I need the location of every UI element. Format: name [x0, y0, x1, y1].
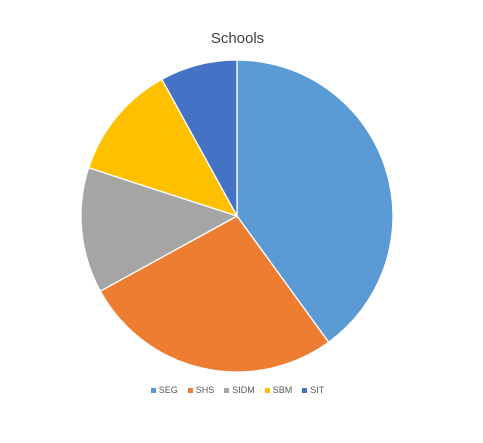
legend-label: SBM	[272, 385, 293, 395]
legend-entry-sit: SIT	[302, 385, 324, 395]
pie-slice-shs	[99, 215, 330, 373]
legend-swatch	[264, 387, 270, 393]
legend-label: SIDM	[232, 385, 255, 395]
legend-swatch	[302, 387, 308, 393]
legend-entry-seg: SEG	[150, 385, 178, 395]
legend-swatch	[187, 387, 193, 393]
legend-label: SIT	[310, 385, 325, 395]
legend-entry-sidm: SIDM	[224, 385, 255, 395]
legend: SEG SHS SIDM SBM SIT	[0, 385, 475, 395]
legend-swatch	[224, 387, 230, 393]
legend-swatch	[150, 387, 156, 393]
legend-entry-sbm: SBM	[264, 385, 293, 395]
legend-entry-shs: SHS	[187, 385, 215, 395]
pie-slice-seg	[236, 59, 394, 343]
chart-title: Schools	[210, 30, 265, 47]
pie-slice-sbm	[87, 78, 238, 217]
legend-label: SEG	[158, 385, 178, 395]
pie-slice-sidm	[80, 167, 238, 292]
legend-label: SHS	[195, 385, 215, 395]
pie-slice-sit	[161, 59, 238, 217]
